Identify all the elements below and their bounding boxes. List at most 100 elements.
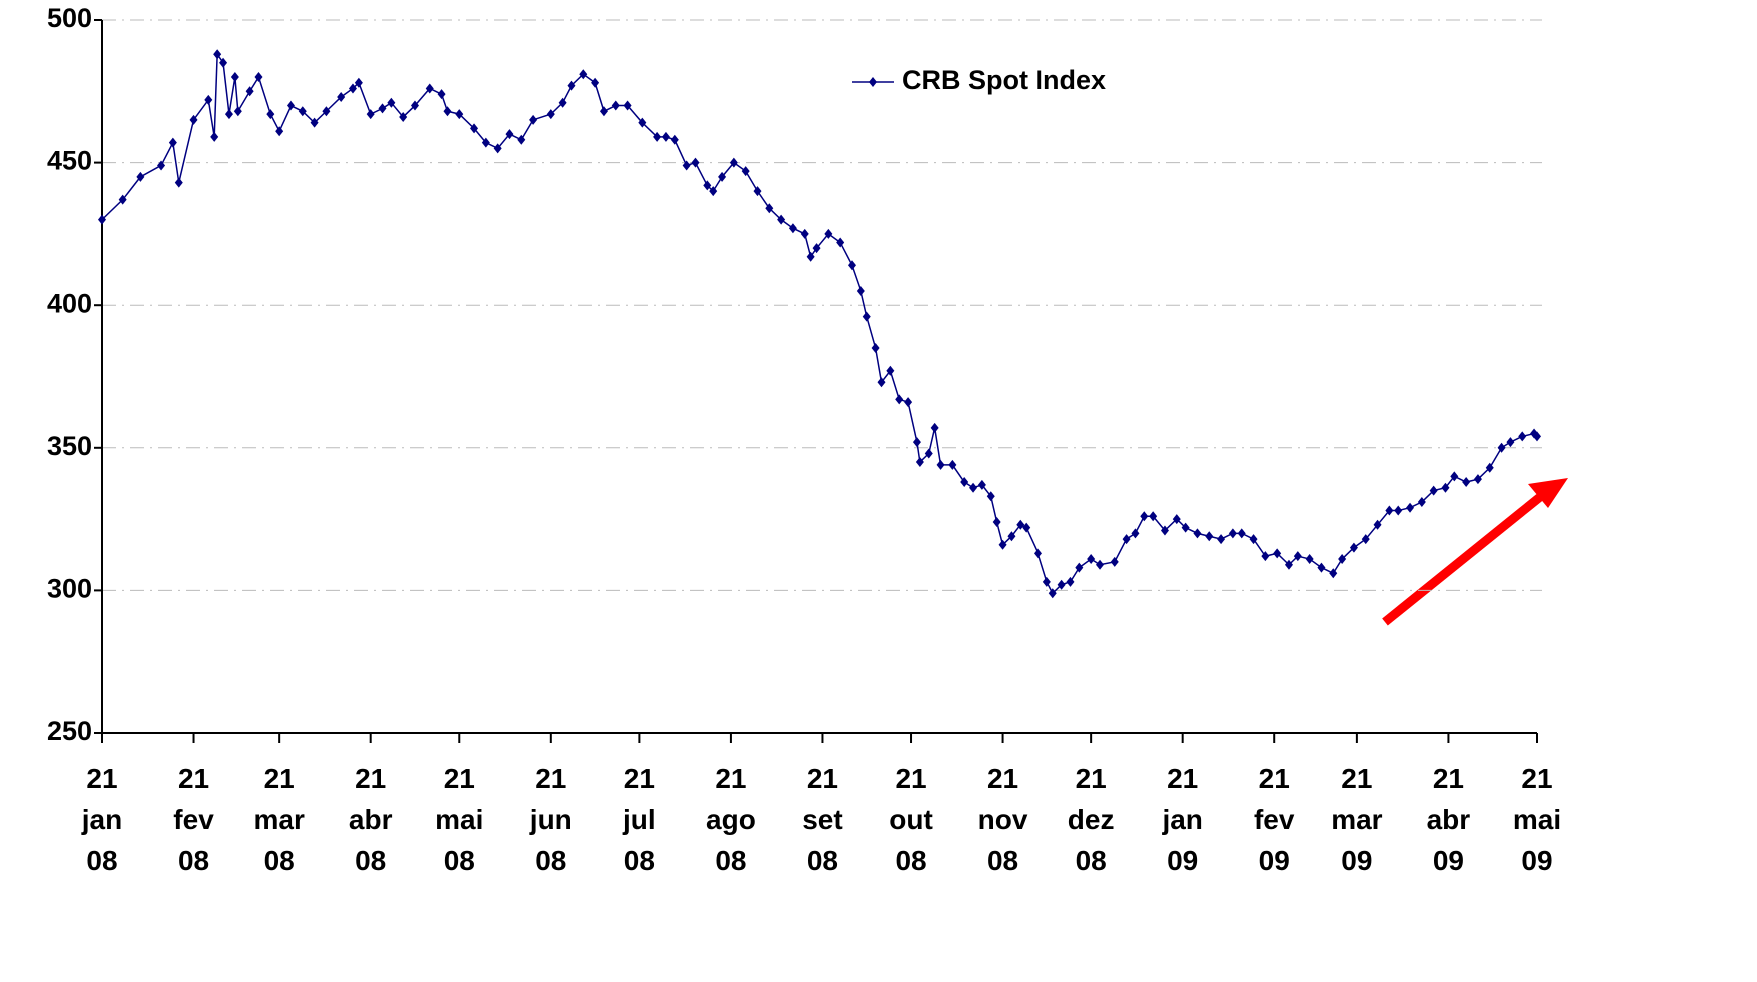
data-point xyxy=(691,157,700,168)
data-point xyxy=(1249,534,1258,545)
data-point xyxy=(136,171,145,182)
data-point xyxy=(856,285,865,296)
data-point xyxy=(1533,431,1541,442)
x-tick-label: 21 ago 08 xyxy=(706,763,756,876)
data-point xyxy=(930,422,939,433)
data-point xyxy=(1181,522,1190,533)
data-point xyxy=(189,114,198,125)
data-point xyxy=(847,260,856,271)
x-tick-label: 21 mai 08 xyxy=(435,763,484,876)
x-tick-label: 21 fev 08 xyxy=(173,763,214,876)
data-point xyxy=(1497,442,1506,453)
data-point xyxy=(948,459,957,470)
data-point xyxy=(824,228,833,239)
data-point xyxy=(425,83,434,94)
data-point xyxy=(204,94,213,105)
data-point xyxy=(1007,531,1016,542)
data-point xyxy=(661,131,670,142)
data-point xyxy=(567,80,576,91)
y-tick-label: 250 xyxy=(47,716,92,746)
data-point xyxy=(800,228,809,239)
data-point xyxy=(1160,525,1169,536)
data-point xyxy=(118,194,127,205)
x-tick-label: 21 abr 08 xyxy=(348,763,393,876)
data-point xyxy=(777,214,786,225)
data-point xyxy=(806,251,815,262)
data-point xyxy=(378,103,387,114)
data-point xyxy=(1016,519,1025,530)
data-point xyxy=(836,237,845,248)
data-point xyxy=(1284,559,1293,570)
x-tick-label: 21 mar 09 xyxy=(1331,763,1383,876)
data-point xyxy=(1075,562,1084,573)
data-point xyxy=(709,186,718,197)
data-point xyxy=(1096,559,1105,570)
data-point xyxy=(703,180,712,191)
data-point xyxy=(1338,554,1347,565)
data-point xyxy=(1228,528,1237,539)
x-tick-label: 21 set 08 xyxy=(802,763,843,876)
data-point xyxy=(986,491,995,502)
data-point xyxy=(558,97,567,108)
data-point xyxy=(230,72,239,83)
data-point xyxy=(224,109,233,120)
data-point xyxy=(960,477,969,488)
data-point xyxy=(266,109,275,120)
data-point xyxy=(895,394,904,405)
data-point xyxy=(517,134,526,145)
data-point xyxy=(1042,576,1051,587)
data-point xyxy=(470,123,479,134)
data-point xyxy=(871,342,880,353)
data-point xyxy=(168,137,177,148)
data-point xyxy=(210,131,219,142)
data-point xyxy=(213,49,222,60)
data-point xyxy=(481,137,490,148)
data-point xyxy=(1033,548,1042,559)
data-point xyxy=(1518,431,1527,442)
data-point xyxy=(877,377,886,388)
x-tick-label: 21 nov 08 xyxy=(977,763,1028,876)
data-point xyxy=(912,437,921,448)
data-point xyxy=(157,160,166,171)
data-point xyxy=(886,365,895,376)
data-point xyxy=(455,109,464,120)
data-point xyxy=(992,516,1001,527)
data-point xyxy=(638,117,647,128)
data-point xyxy=(1441,482,1450,493)
data-point xyxy=(366,109,375,120)
data-point xyxy=(1473,474,1482,485)
data-point xyxy=(788,223,797,234)
data-point xyxy=(1048,588,1057,599)
trend-arrow xyxy=(1382,493,1543,626)
data-point xyxy=(437,89,446,100)
data-point xyxy=(443,106,452,117)
y-tick-label: 500 xyxy=(47,3,92,33)
data-point xyxy=(611,100,620,111)
data-point xyxy=(1406,502,1415,513)
data-point xyxy=(1485,462,1494,473)
data-point xyxy=(493,143,502,154)
data-point xyxy=(1149,511,1158,522)
data-point xyxy=(765,203,774,214)
data-point xyxy=(1506,437,1515,448)
data-point xyxy=(505,129,514,140)
data-point xyxy=(1450,471,1459,482)
data-point xyxy=(1087,554,1096,565)
x-tick-label: 21 fev 09 xyxy=(1253,763,1295,876)
data-point xyxy=(1261,551,1270,562)
data-point xyxy=(298,106,307,117)
data-point xyxy=(275,126,284,137)
data-point xyxy=(862,311,871,322)
x-tick-label: 21 abr 09 xyxy=(1426,763,1471,876)
data-point xyxy=(1140,511,1149,522)
data-point xyxy=(670,134,679,145)
data-point xyxy=(1122,534,1131,545)
data-point xyxy=(1429,485,1438,496)
data-point xyxy=(354,77,363,88)
x-tick-label: 21 mar 08 xyxy=(253,763,305,876)
data-point xyxy=(753,186,762,197)
data-point xyxy=(579,69,588,80)
y-tick-label: 450 xyxy=(47,146,92,176)
data-point xyxy=(529,114,538,125)
